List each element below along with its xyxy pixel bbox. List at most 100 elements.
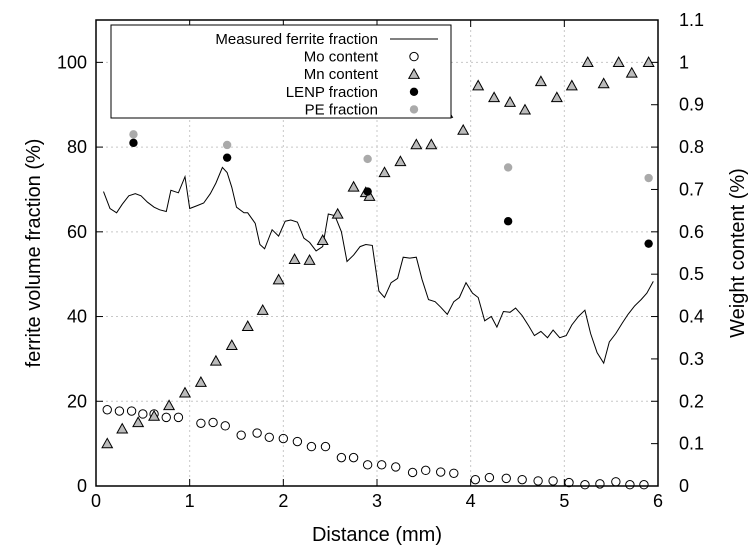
data-point [394,155,407,167]
legend-marker [407,67,421,79]
data-point [138,409,148,419]
data-point [391,462,401,472]
data-point [194,375,207,387]
series-line [103,166,654,365]
data-point [209,354,222,366]
data-point [347,180,360,192]
x-tick-label: 1 [185,491,195,511]
data-point [292,436,303,447]
y2-tick-label: 0.3 [679,349,704,369]
data-point [625,66,638,78]
data-point [488,91,501,103]
y2-tick-label: 1.1 [679,10,704,30]
data-point [517,474,527,485]
data-point [161,412,171,423]
data-point [363,190,376,201]
data-point [644,239,653,248]
data-point [642,56,655,68]
legend-marker [409,51,419,62]
data-point [470,474,481,485]
y-tick-label: 40 [67,307,87,327]
data-point [102,405,112,415]
data-point [126,406,137,416]
y-tick-label: 20 [67,391,87,411]
data-point [163,399,176,411]
data-point [581,56,594,68]
data-point [503,95,517,107]
data-point [114,406,125,416]
data-point [132,416,145,428]
data-point [320,441,331,452]
data-point [457,123,470,135]
data-point [611,477,621,487]
y2-tick-label: 0 [679,476,689,496]
y2-tick-label: 0.5 [679,264,704,284]
data-point [518,103,532,115]
data-point [178,386,192,398]
data-point [129,130,138,139]
y2-tick-label: 0.9 [679,95,704,115]
ticks: 0 1 2 3 4 5 602040608010000.10.20.30.40.50.60.… [57,10,704,511]
data-point [550,91,563,103]
data-point [503,163,513,172]
series-mo-content [102,405,649,490]
series-measured-ferrite-fraction [103,166,654,365]
data-point [288,253,301,265]
data-point [376,460,387,470]
y-tick-label: 100 [57,52,87,72]
data-point [256,303,269,315]
data-point [264,432,274,442]
data-point [129,138,138,148]
data-point [363,187,372,196]
data-point [533,476,543,486]
data-point [316,234,329,245]
data-point [595,479,605,489]
x-tick-label: 3 [372,491,382,511]
data-point [421,465,431,476]
x-tick-label: 5 [559,491,569,511]
series-pe-fraction [129,130,653,183]
data-point [208,417,218,428]
y-tick-label: 60 [67,222,87,242]
data-point [278,433,289,444]
y-tick-label: 80 [67,137,87,157]
data-point [644,173,653,183]
data-point [580,480,590,490]
data-point [101,437,114,449]
y2-tick-label: 0.6 [679,222,704,242]
data-point [252,428,262,438]
x-tick-label: 6 [653,491,663,511]
data-point [534,75,547,87]
series-lenp-fraction [129,138,653,248]
data-point [362,460,373,470]
data-point [272,273,285,285]
data-point [222,140,232,150]
data-point [303,253,316,265]
data-point [331,207,344,219]
data-point [425,138,438,150]
data-point [348,452,359,463]
x-axis-title: Distance (mm) [312,524,442,546]
data-point [565,79,578,91]
data-point [363,154,372,164]
y2-tick-label: 0.1 [679,434,704,454]
data-point [220,421,230,431]
data-point [625,480,635,490]
data-point [378,166,391,178]
data-point [449,468,459,478]
legend-box [110,24,452,119]
data-point [306,441,317,452]
legend-label: Measured ferrite fraction [215,31,378,48]
series-layer [101,56,655,490]
y2-tick-label: 0.7 [679,179,704,199]
data-point [501,473,511,484]
y2-tick-label: 1 [679,52,689,72]
data-point [407,467,418,478]
y-axis-title: ferrite volume fraction (%) [23,139,45,368]
data-point [597,77,610,89]
y2-tick-label: 0.4 [679,307,704,327]
data-point [336,452,347,463]
data-point [639,480,649,490]
